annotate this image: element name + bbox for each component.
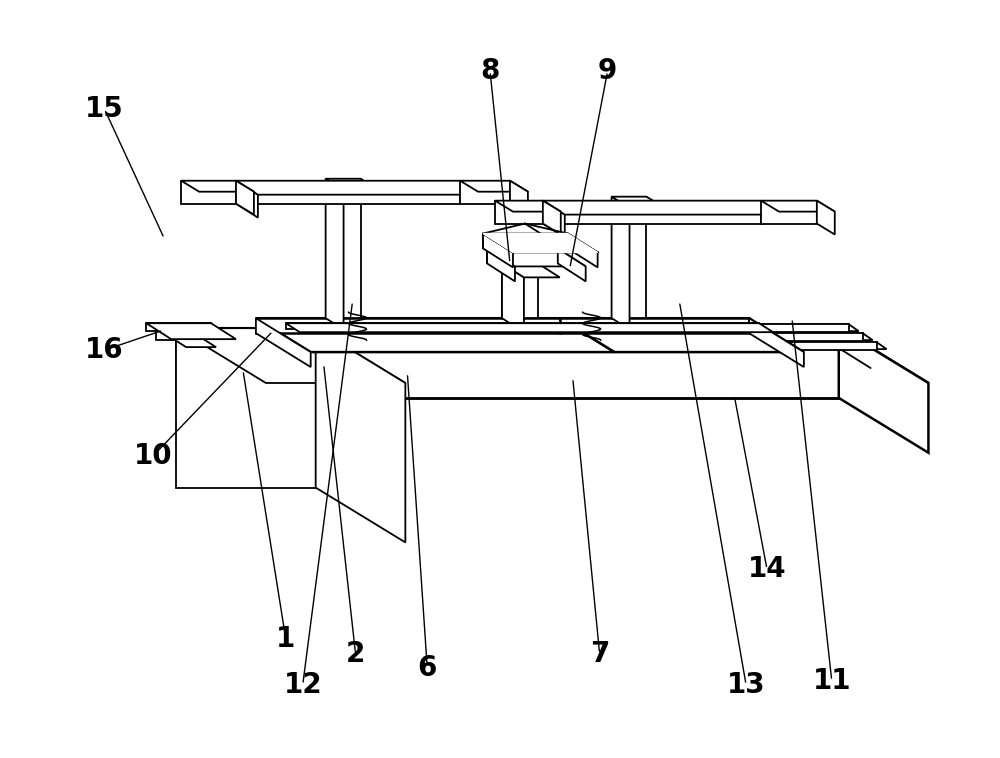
Polygon shape <box>300 334 873 340</box>
Polygon shape <box>326 179 361 318</box>
Text: 12: 12 <box>283 671 322 699</box>
Text: 6: 6 <box>418 654 437 682</box>
Polygon shape <box>560 318 804 352</box>
Polygon shape <box>483 233 598 252</box>
Polygon shape <box>495 201 543 224</box>
Polygon shape <box>487 249 558 264</box>
Polygon shape <box>176 328 928 383</box>
Polygon shape <box>326 179 378 190</box>
Polygon shape <box>487 249 515 281</box>
Text: 8: 8 <box>480 57 500 85</box>
Polygon shape <box>510 180 528 215</box>
Text: 15: 15 <box>85 95 124 123</box>
Text: 9: 9 <box>598 57 617 85</box>
Polygon shape <box>502 264 524 332</box>
Polygon shape <box>749 318 804 367</box>
Polygon shape <box>156 328 216 347</box>
Polygon shape <box>543 201 783 215</box>
Polygon shape <box>236 180 460 204</box>
Polygon shape <box>460 180 528 192</box>
Polygon shape <box>483 233 568 249</box>
Polygon shape <box>286 324 859 331</box>
Polygon shape <box>181 180 236 204</box>
Polygon shape <box>502 264 538 318</box>
Polygon shape <box>612 196 646 318</box>
Polygon shape <box>326 179 344 329</box>
Polygon shape <box>176 328 839 398</box>
Polygon shape <box>483 233 513 268</box>
Polygon shape <box>460 180 510 204</box>
Polygon shape <box>156 328 186 340</box>
Polygon shape <box>314 342 877 350</box>
Text: 13: 13 <box>727 671 765 699</box>
Polygon shape <box>181 180 254 192</box>
Text: 14: 14 <box>748 556 786 584</box>
Polygon shape <box>176 328 405 383</box>
Text: 7: 7 <box>590 640 609 668</box>
Polygon shape <box>568 233 598 268</box>
Polygon shape <box>483 233 598 252</box>
Polygon shape <box>286 323 773 332</box>
Text: 16: 16 <box>85 336 124 364</box>
Polygon shape <box>314 342 887 349</box>
Polygon shape <box>543 201 565 237</box>
Polygon shape <box>502 264 560 277</box>
Polygon shape <box>817 201 835 234</box>
Polygon shape <box>236 180 254 215</box>
Polygon shape <box>612 196 630 329</box>
Polygon shape <box>560 318 749 334</box>
Polygon shape <box>316 328 405 543</box>
Polygon shape <box>761 201 835 211</box>
Polygon shape <box>236 180 258 218</box>
Text: 11: 11 <box>813 667 851 695</box>
Polygon shape <box>146 323 236 339</box>
Text: 1: 1 <box>276 625 295 653</box>
Polygon shape <box>176 328 316 487</box>
Polygon shape <box>236 180 482 195</box>
Polygon shape <box>612 196 664 208</box>
Polygon shape <box>495 201 561 211</box>
Polygon shape <box>256 318 311 367</box>
Polygon shape <box>256 318 615 352</box>
Polygon shape <box>487 249 586 266</box>
Polygon shape <box>839 328 928 453</box>
Polygon shape <box>543 201 561 234</box>
Text: 10: 10 <box>134 442 173 470</box>
Polygon shape <box>256 318 560 334</box>
Polygon shape <box>761 201 817 224</box>
Polygon shape <box>286 324 849 332</box>
Polygon shape <box>286 323 759 329</box>
Polygon shape <box>558 249 586 281</box>
Text: 2: 2 <box>346 640 365 668</box>
Polygon shape <box>300 334 863 341</box>
Polygon shape <box>146 323 211 331</box>
Polygon shape <box>543 201 761 224</box>
